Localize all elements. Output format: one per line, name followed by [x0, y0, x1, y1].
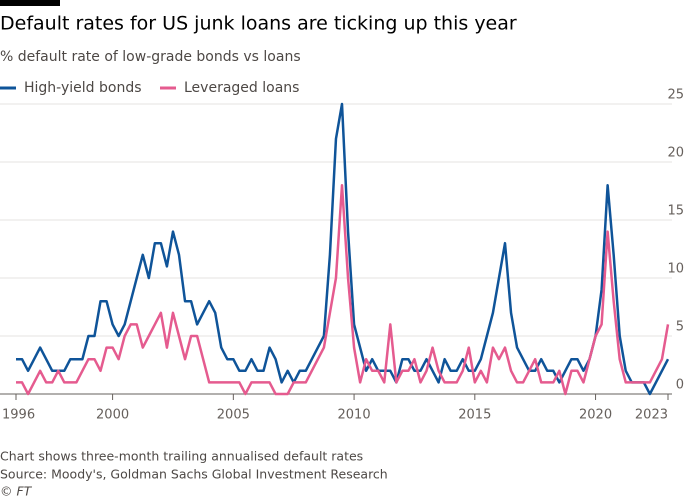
chart-title: Default rates for US junk loans are tick…	[0, 13, 517, 35]
y-tick-label: 25	[667, 88, 684, 103]
brand-bar	[0, 0, 60, 6]
y-tick-label: 10	[667, 262, 684, 277]
x-tick-label: 1996	[2, 408, 35, 423]
series-line	[16, 183, 670, 396]
y-tick-label: 20	[667, 146, 684, 161]
y-tick-label: 15	[667, 204, 684, 219]
x-tick-label: 2015	[458, 408, 491, 423]
source: Source: Moody's, Goldman Sachs Global In…	[0, 467, 388, 482]
y-tick-label: 0	[676, 378, 684, 393]
x-tick-label: 2023	[635, 408, 668, 423]
chart-subtitle: % default rate of low-grade bonds vs loa…	[0, 49, 301, 65]
x-tick-label: 2020	[579, 408, 612, 423]
x-tick-label: 2005	[217, 408, 250, 423]
credit: © FT	[0, 484, 33, 499]
series-line	[16, 102, 670, 396]
legend-label: High-yield bonds	[24, 80, 142, 96]
legend-label: Leveraged loans	[184, 80, 299, 96]
note: Chart shows three-month trailing annuali…	[0, 449, 363, 464]
y-tick-label: 5	[676, 320, 684, 335]
x-tick-label: 2010	[338, 408, 371, 423]
x-tick-label: 2000	[96, 408, 129, 423]
